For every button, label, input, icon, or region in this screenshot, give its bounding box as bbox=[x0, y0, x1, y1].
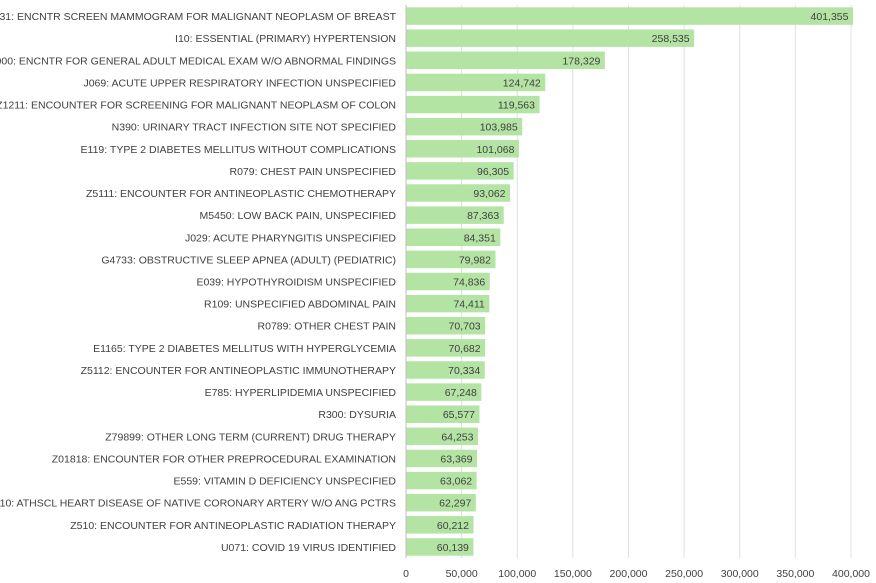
data-label: 67,248 bbox=[445, 387, 477, 399]
data-label: 87,363 bbox=[467, 210, 499, 222]
category-labels: Z1231: ENCNTR SCREEN MAMMOGRAM FOR MALIG… bbox=[0, 11, 397, 554]
bar bbox=[406, 361, 485, 379]
category-label: Z0000: ENCNTR FOR GENERAL ADULT MEDICAL … bbox=[0, 55, 396, 67]
data-label: 63,369 bbox=[440, 453, 472, 465]
x-tick-label: 150,000 bbox=[554, 568, 592, 580]
category-label: N390: URINARY TRACT INFECTION SITE NOT S… bbox=[112, 122, 397, 134]
bar bbox=[406, 140, 519, 158]
bar bbox=[406, 405, 480, 423]
bar bbox=[406, 51, 605, 70]
category-label: R079: CHEST PAIN UNSPECIFIED bbox=[230, 166, 397, 178]
bar bbox=[406, 316, 486, 335]
x-tick-label: 200,000 bbox=[610, 568, 648, 580]
data-label: 124,742 bbox=[503, 77, 541, 89]
bar bbox=[406, 272, 490, 291]
bar bbox=[406, 184, 511, 202]
category-label: U071: COVID 19 VIRUS IDENTIFIED bbox=[221, 542, 396, 554]
bar bbox=[406, 294, 490, 313]
bar bbox=[406, 339, 486, 357]
data-label: 93,062 bbox=[473, 188, 505, 200]
bar bbox=[406, 162, 514, 180]
x-tick-label: 250,000 bbox=[665, 568, 703, 580]
data-label: 101,068 bbox=[476, 144, 514, 156]
bar bbox=[406, 206, 504, 224]
category-label: Z5112: ENCOUNTER FOR ANTINEOPLASTIC IMMU… bbox=[81, 365, 396, 377]
bar bbox=[406, 95, 540, 114]
data-label: 401,355 bbox=[811, 11, 849, 23]
bars bbox=[406, 7, 854, 556]
category-label: Z1231: ENCNTR SCREEN MAMMOGRAM FOR MALIG… bbox=[0, 11, 397, 23]
bar bbox=[406, 7, 854, 25]
data-label: 60,212 bbox=[437, 520, 469, 532]
data-label: 70,334 bbox=[448, 365, 480, 377]
data-label: 65,577 bbox=[443, 409, 475, 421]
data-label: 74,411 bbox=[453, 299, 484, 311]
bar bbox=[406, 538, 474, 556]
category-label: R300: DYSURIA bbox=[318, 409, 396, 421]
bar bbox=[406, 449, 477, 468]
data-label: 119,563 bbox=[498, 100, 535, 112]
category-label: E1165: TYPE 2 DIABETES MELLITUS WITH HYP… bbox=[93, 343, 396, 355]
data-label: 70,682 bbox=[449, 343, 481, 355]
bar bbox=[406, 383, 482, 401]
bar bbox=[406, 493, 476, 512]
data-label: 74,836 bbox=[453, 277, 485, 289]
category-label: E119: TYPE 2 DIABETES MELLITUS WITHOUT C… bbox=[81, 144, 396, 156]
bar bbox=[406, 29, 695, 47]
data-label: 178,329 bbox=[562, 55, 600, 67]
data-label: 60,139 bbox=[437, 542, 469, 554]
category-label: E039: HYPOTHYROIDISM UNSPECIFIED bbox=[196, 277, 396, 289]
category-label: E559: VITAMIN D DEFICIENCY UNSPECIFIED bbox=[174, 476, 397, 488]
category-label: Z01818: ENCOUNTER FOR OTHER PREPROCEDURA… bbox=[52, 453, 396, 465]
bar bbox=[406, 516, 474, 534]
x-tick-label: 0 bbox=[403, 568, 409, 580]
x-tick-label: 100,000 bbox=[498, 568, 536, 580]
data-label: 62,297 bbox=[439, 498, 471, 510]
data-label: 70,703 bbox=[449, 321, 481, 333]
data-label: 79,982 bbox=[459, 254, 491, 266]
category-label: I2510: ATHSCL HEART DISEASE OF NATIVE CO… bbox=[0, 498, 396, 510]
bar bbox=[406, 73, 546, 92]
bar bbox=[406, 471, 477, 490]
x-tick-label: 300,000 bbox=[721, 568, 759, 580]
data-label: 63,062 bbox=[440, 476, 472, 488]
bar bbox=[406, 228, 501, 247]
category-label: R109: UNSPECIFIED ABDOMINAL PAIN bbox=[204, 299, 396, 311]
bar bbox=[406, 250, 496, 269]
data-label: 84,351 bbox=[464, 232, 496, 244]
category-label: J029: ACUTE PHARYNGITIS UNSPECIFIED bbox=[185, 232, 396, 244]
x-tick-label: 350,000 bbox=[776, 568, 814, 580]
category-label: Z79899: OTHER LONG TERM (CURRENT) DRUG T… bbox=[105, 431, 396, 443]
category-label: E785: HYPERLIPIDEMIA UNSPECIFIED bbox=[205, 387, 397, 399]
x-axis-tick-labels: 0 50,000 100,000 150,000 200,000 250,000 300,0… bbox=[403, 568, 870, 580]
category-label: Z510: ENCOUNTER FOR ANTINEOPLASTIC RADIA… bbox=[70, 520, 396, 532]
category-label: Z1211: ENCOUNTER FOR SCREENING FOR MALIG… bbox=[0, 100, 396, 112]
data-label: 96,305 bbox=[477, 166, 509, 178]
x-tick-label: 50,000 bbox=[446, 568, 478, 580]
category-label: R0789: OTHER CHEST PAIN bbox=[258, 321, 396, 333]
category-label: I10: ESSENTIAL (PRIMARY) HYPERTENSION bbox=[175, 33, 396, 45]
category-label: M5450: LOW BACK PAIN, UNSPECIFIED bbox=[200, 210, 397, 222]
data-label: 64,253 bbox=[441, 431, 473, 443]
data-labels: 401,355 258,535 178,329 124,742 119,563 103,9… bbox=[437, 11, 849, 554]
data-label: 103,985 bbox=[480, 122, 518, 134]
bar bbox=[406, 117, 523, 136]
x-tick-label: 400,000 bbox=[832, 568, 870, 580]
category-label: J069: ACUTE UPPER RESPIRATORY INFECTION … bbox=[83, 77, 396, 89]
category-label: G4733: OBSTRUCTIVE SLEEP APNEA (ADULT) (… bbox=[101, 254, 396, 266]
bar bbox=[406, 427, 478, 446]
category-label: Z5111: ENCOUNTER FOR ANTINEOPLASTIC CHEM… bbox=[86, 188, 396, 200]
data-label: 258,535 bbox=[652, 33, 690, 45]
